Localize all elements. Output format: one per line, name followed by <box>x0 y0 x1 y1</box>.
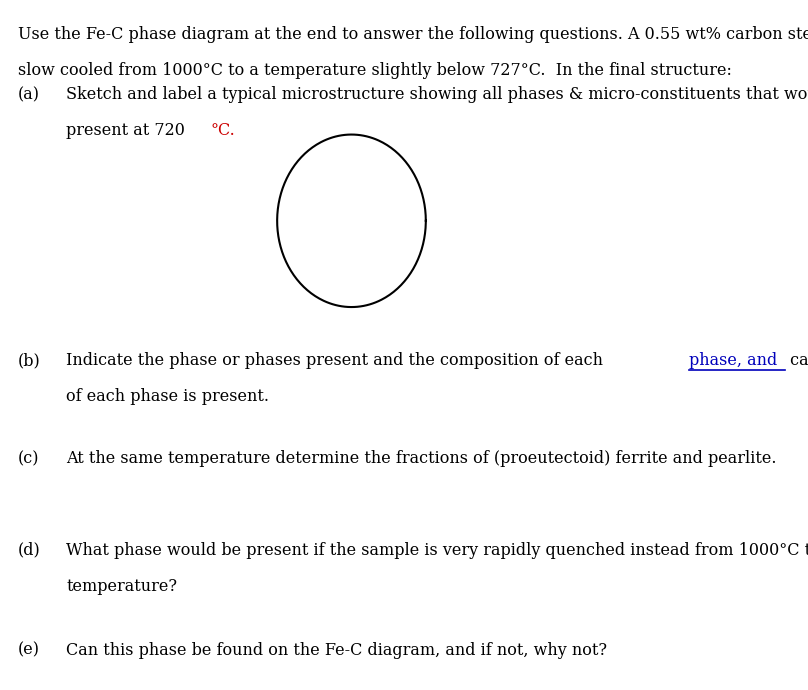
Text: °C.: °C. <box>210 122 235 139</box>
Text: At the same temperature determine the fractions of (proeutectoid) ferrite and pe: At the same temperature determine the fr… <box>66 450 776 467</box>
Text: (d): (d) <box>18 542 40 559</box>
Text: calculate how much: calculate how much <box>785 352 808 369</box>
Text: (e): (e) <box>18 642 40 659</box>
Text: present at 720: present at 720 <box>66 122 190 139</box>
Text: temperature?: temperature? <box>66 578 177 595</box>
Text: of each phase is present.: of each phase is present. <box>66 388 269 405</box>
Text: slow cooled from 1000°C to a temperature slightly below 727°C.  In the final str: slow cooled from 1000°C to a temperature… <box>18 62 732 79</box>
Text: What phase would be present if the sample is very rapidly quenched instead from : What phase would be present if the sampl… <box>66 542 808 559</box>
Text: Sketch and label a typical microstructure showing all phases & micro-constituent: Sketch and label a typical microstructur… <box>66 86 808 104</box>
Text: Use the Fe-C phase diagram at the end to answer the following questions. A 0.55 : Use the Fe-C phase diagram at the end to… <box>18 26 808 43</box>
Text: (b): (b) <box>18 352 40 369</box>
Text: (a): (a) <box>18 86 40 104</box>
Text: Can this phase be found on the Fe-C diagram, and if not, why not?: Can this phase be found on the Fe-C diag… <box>66 642 608 659</box>
Text: (c): (c) <box>18 450 40 467</box>
Text: phase, and: phase, and <box>689 352 777 369</box>
Text: Indicate the phase or phases present and the composition of each: Indicate the phase or phases present and… <box>66 352 608 369</box>
